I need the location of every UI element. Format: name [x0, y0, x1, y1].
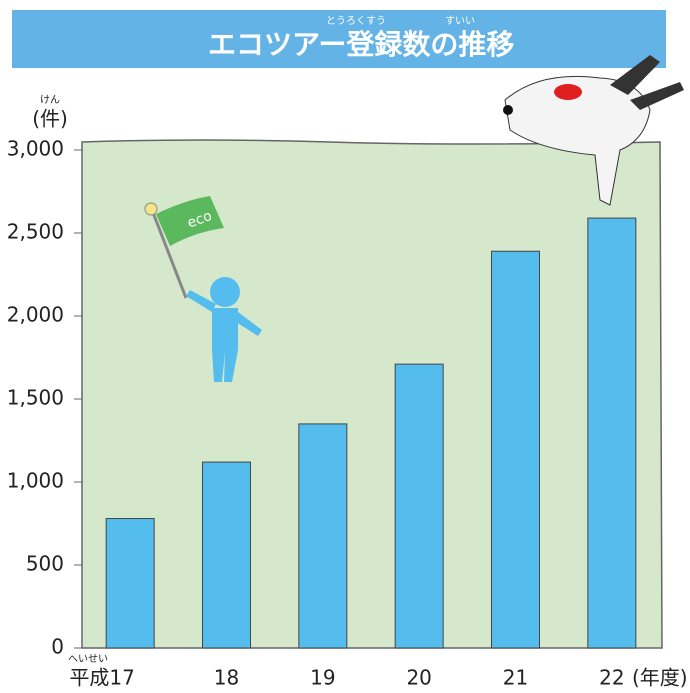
y-tick-label: 1,500: [7, 386, 64, 410]
x-tick-label: 21: [503, 666, 528, 690]
x-tick-label: 平成17: [69, 666, 134, 690]
y-tick-label: 1,000: [7, 469, 64, 493]
x-tick-label: 20: [406, 666, 431, 690]
x-tick-label: 19: [310, 666, 335, 690]
title-furigana: とうろくすう: [326, 15, 386, 27]
chart-title: エコツアー登録数の推移: [208, 28, 514, 61]
y-label-furigana: けん: [40, 94, 60, 106]
bar: [299, 424, 347, 648]
y-tick-label: 500: [26, 552, 64, 576]
y-tick-label: 2,500: [7, 220, 64, 244]
y-tick-label: 3,000: [7, 137, 64, 161]
bar: [588, 218, 636, 648]
x-tick-label: 18: [214, 666, 239, 690]
chart: エコツアー登録数の推移 とうろくすう すいい けん (件) eco 05001,…: [0, 0, 690, 693]
x-axis-label: (年度): [632, 666, 688, 690]
y-tick-label: 0: [51, 635, 64, 659]
bar: [106, 519, 154, 648]
y-tick-label: 2,000: [7, 303, 64, 327]
bar: [395, 364, 443, 648]
x-tick-furigana: へいせい: [68, 653, 108, 665]
bar: [203, 462, 251, 648]
bar: [492, 251, 540, 648]
title-furigana: すいい: [445, 15, 475, 27]
y-axis-label: (件): [32, 107, 68, 131]
x-tick-label: 22: [599, 666, 624, 690]
